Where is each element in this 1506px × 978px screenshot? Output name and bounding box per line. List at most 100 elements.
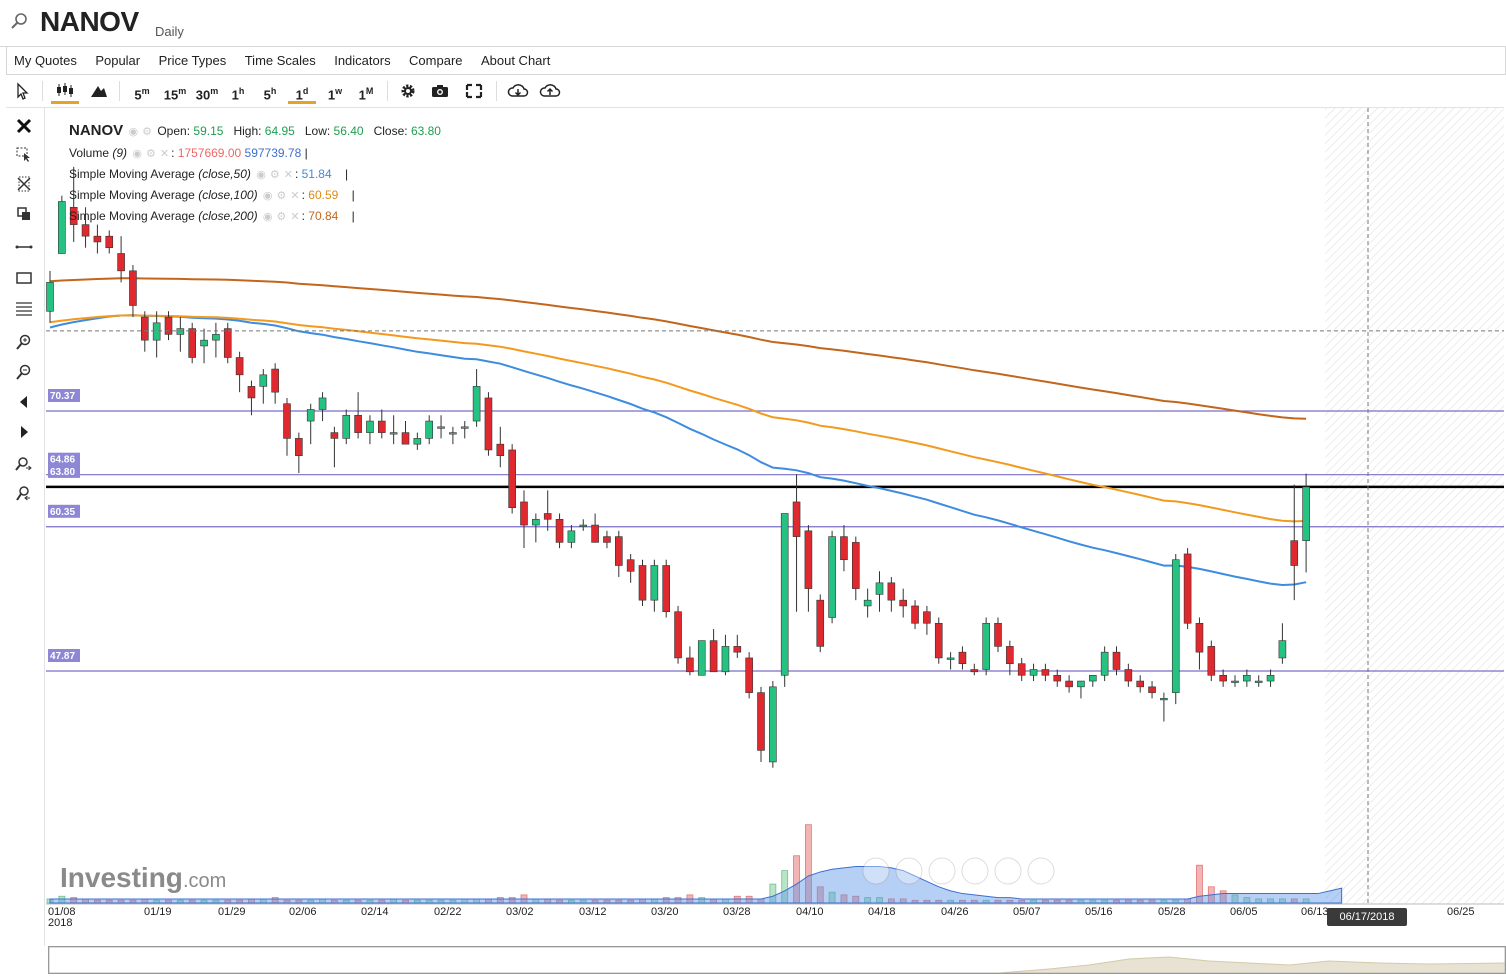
menu-my-quotes[interactable]: My Quotes: [14, 53, 77, 68]
interval-1mo-button[interactable]: 1M: [358, 86, 374, 103]
remove-icon[interactable]: ✕: [290, 211, 300, 223]
search-icon[interactable]: [10, 12, 28, 30]
close-icon[interactable]: [14, 116, 34, 136]
magnet-icon[interactable]: [14, 484, 34, 504]
candle-up: [828, 536, 836, 618]
candle-up: [567, 530, 576, 543]
candle-up: [1243, 674, 1251, 682]
interval-1d-button[interactable]: 1d: [288, 79, 316, 104]
zoom-in-icon[interactable]: [14, 332, 34, 352]
candle-up: [200, 339, 208, 347]
settings-icon[interactable]: ⚙: [269, 169, 280, 181]
volume-label: Volume: [69, 146, 110, 160]
candle-down: [484, 397, 493, 451]
price-chart[interactable]: 70.37 64.86 60.35 47.87 63.80 01/08 01/19 01/2…: [0, 0, 1506, 946]
x-tick-label: 04/18: [868, 906, 896, 918]
settings-icon[interactable]: ⚙: [276, 211, 287, 223]
menu-popular[interactable]: Popular: [95, 53, 141, 68]
candle-down: [816, 599, 825, 647]
candle-down: [1195, 622, 1204, 653]
candle-up: [152, 322, 161, 341]
menu-compare[interactable]: Compare: [409, 53, 463, 68]
scroll-right-icon[interactable]: [14, 422, 34, 442]
remove-icon[interactable]: ✕: [159, 148, 170, 160]
candle-up: [532, 518, 540, 526]
candle-down: [330, 432, 339, 439]
candle-down: [1053, 674, 1062, 682]
visibility-icon[interactable]: ◉: [256, 169, 266, 181]
visibility-icon[interactable]: ◉: [128, 126, 139, 138]
fibonacci-tool-icon[interactable]: [14, 298, 34, 318]
candle-down: [686, 657, 694, 673]
candle-down: [1006, 646, 1014, 665]
nav-control-icon: [994, 857, 1022, 885]
settings-icon[interactable]: ⚙: [276, 190, 287, 202]
candle-up: [46, 282, 54, 312]
line-tool-icon[interactable]: [14, 236, 34, 256]
settings-icon[interactable]: ⚙: [142, 126, 152, 138]
x-tick-label: 01/19: [144, 906, 172, 918]
moving-averages-layer: [49, 277, 1307, 587]
candle-down: [520, 501, 528, 526]
sma-param: (close,100): [198, 188, 258, 202]
fullscreen-icon[interactable]: [464, 79, 484, 103]
scroll-left-icon[interactable]: [14, 392, 34, 412]
x-tick-label: 02/22: [434, 906, 462, 918]
remove-icon[interactable]: ✕: [290, 190, 300, 202]
symbol-title: NANOV: [40, 6, 139, 37]
visibility-icon[interactable]: ◉: [262, 190, 273, 202]
zoom-out-icon[interactable]: [14, 362, 34, 382]
rectangle-tool-icon[interactable]: [14, 268, 34, 288]
toolbar-divider: [42, 81, 43, 101]
interval-1w-button[interactable]: 1w: [327, 86, 343, 103]
select-tool-icon[interactable]: [14, 144, 34, 164]
low-value: 56.40: [333, 124, 364, 138]
gear-icon[interactable]: [398, 79, 418, 103]
menu-price-types[interactable]: Price Types: [158, 53, 227, 68]
visibility-icon[interactable]: ◉: [262, 211, 273, 223]
menu-about-chart[interactable]: About Chart: [480, 53, 551, 68]
visibility-icon[interactable]: ◉: [132, 148, 142, 160]
chart-nav-controls: [862, 857, 1055, 885]
sma-50-value: 51.84: [301, 167, 332, 181]
candlestick-type-icon[interactable]: [51, 79, 79, 104]
candle-up: [176, 328, 185, 335]
candle-up: [259, 374, 268, 387]
candle-up: [769, 686, 777, 763]
candle-down: [141, 316, 149, 341]
clone-icon[interactable]: [14, 204, 34, 224]
settings-icon[interactable]: ⚙: [146, 148, 156, 160]
sma-100-value: 60.59: [308, 188, 339, 202]
candle-down: [804, 530, 813, 589]
remove-icon[interactable]: ✕: [283, 169, 293, 181]
sma-100-line: [49, 314, 1307, 523]
cursor-icon[interactable]: [14, 79, 30, 103]
menu-indicators[interactable]: Indicators: [334, 53, 391, 68]
x-tick-label: 05/16: [1085, 906, 1113, 918]
candle-up: [1278, 640, 1287, 659]
interval-1h-button[interactable]: 1h: [231, 86, 245, 103]
nav-control-icon: [928, 857, 956, 885]
sma-50-line: [49, 314, 1307, 587]
x-tick-label: 03/28: [723, 906, 751, 918]
candle-down: [887, 582, 896, 601]
open-label: Open:: [157, 124, 191, 138]
interval-15m-button[interactable]: 15m: [163, 86, 187, 103]
interval-5h-button[interactable]: 5h: [263, 86, 277, 103]
upload-cloud-icon[interactable]: [539, 79, 561, 103]
menu-time-scales[interactable]: Time Scales: [244, 53, 316, 68]
area-type-icon[interactable]: [88, 79, 110, 103]
candle-up: [721, 646, 730, 673]
interval-5m-button[interactable]: 5m: [134, 86, 150, 103]
candle-down: [1207, 646, 1216, 676]
candle-down: [709, 640, 718, 673]
candle-down: [223, 328, 232, 358]
camera-icon[interactable]: [430, 79, 450, 103]
zoom-reset-icon[interactable]: [14, 454, 34, 474]
candle-down: [994, 622, 1002, 647]
chart-navigator[interactable]: [48, 946, 1506, 974]
interval-30m-button[interactable]: 30m: [195, 86, 219, 103]
download-cloud-icon[interactable]: [507, 79, 529, 103]
delete-drawings-icon[interactable]: [14, 174, 34, 194]
candle-up: [1077, 680, 1085, 688]
